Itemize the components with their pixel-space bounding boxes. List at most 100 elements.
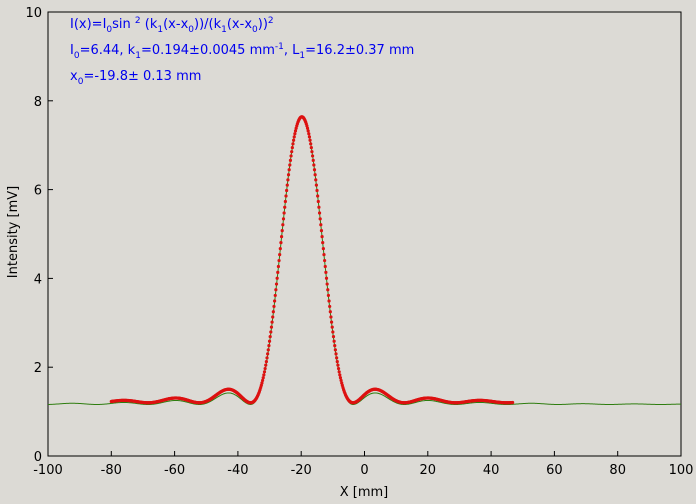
fit-point bbox=[334, 352, 338, 356]
x-tick-label: 100 bbox=[669, 463, 694, 478]
fit-point bbox=[266, 352, 270, 356]
fit-point bbox=[269, 325, 274, 329]
fit-point bbox=[286, 173, 291, 177]
x-tick-label: 40 bbox=[483, 463, 500, 478]
fit-point bbox=[272, 304, 276, 309]
fit-point bbox=[309, 142, 313, 146]
fit-point bbox=[338, 376, 343, 380]
fit-point bbox=[260, 378, 265, 383]
fit-point bbox=[278, 252, 282, 257]
fit-point bbox=[290, 150, 294, 154]
fit-point bbox=[271, 310, 275, 314]
fit-point bbox=[266, 348, 270, 352]
fit-point bbox=[281, 223, 285, 227]
fit-point bbox=[279, 241, 283, 245]
fit-point bbox=[285, 183, 289, 187]
fit-point bbox=[329, 315, 333, 319]
fit-point bbox=[317, 205, 321, 209]
y-axis-label: Intensity [mV] bbox=[6, 186, 21, 278]
fit-point bbox=[323, 264, 327, 269]
fit-point bbox=[267, 343, 271, 348]
fit-point bbox=[278, 247, 282, 251]
fit-point bbox=[339, 378, 343, 383]
fit-point bbox=[307, 132, 311, 136]
fit-point bbox=[335, 359, 339, 364]
fit-point bbox=[319, 223, 323, 227]
fit-point bbox=[283, 199, 287, 204]
fit-point bbox=[292, 135, 296, 139]
fit-point bbox=[322, 252, 326, 257]
fit-point bbox=[311, 158, 315, 162]
fit-point bbox=[291, 142, 295, 146]
fit-point bbox=[320, 235, 324, 239]
fit-point bbox=[332, 339, 336, 343]
x-tick-label: -60 bbox=[164, 463, 185, 478]
fit-point bbox=[292, 138, 296, 142]
x-axis-label: X [mm] bbox=[340, 485, 389, 500]
fit-point bbox=[273, 299, 277, 303]
offset-annotation: x0=-19.8± 0.13 mm bbox=[70, 69, 201, 87]
fit-point bbox=[307, 135, 312, 139]
fit-point bbox=[333, 348, 337, 352]
fit-point bbox=[328, 310, 332, 314]
fit-point bbox=[263, 366, 267, 371]
fit-point bbox=[270, 320, 274, 324]
fit-point bbox=[335, 356, 339, 360]
x-tick-label: 20 bbox=[420, 463, 437, 478]
fit-point bbox=[279, 235, 284, 239]
fit-point bbox=[323, 258, 327, 263]
fit-point bbox=[264, 363, 268, 367]
fit-point bbox=[328, 304, 332, 309]
fit-point bbox=[281, 217, 286, 221]
fit-point bbox=[321, 241, 325, 245]
measured-line bbox=[47, 115, 682, 406]
fit-point bbox=[262, 373, 266, 377]
fit-point bbox=[274, 282, 279, 286]
fit-point bbox=[329, 320, 334, 324]
y-tick-label: 0 bbox=[34, 450, 42, 465]
fit-point bbox=[318, 217, 322, 221]
fit-point bbox=[312, 163, 316, 167]
fit-point bbox=[314, 178, 318, 182]
x-tick-label: 80 bbox=[609, 463, 626, 478]
fit-point bbox=[338, 373, 342, 377]
fit-point bbox=[333, 343, 337, 348]
fit-point bbox=[288, 158, 293, 162]
fit-point bbox=[313, 173, 317, 177]
fit-point bbox=[262, 370, 267, 374]
y-tick-label: 2 bbox=[34, 361, 42, 376]
ticks: -100 -80 -60 -40 -20 0 20 40 60 80 100 0 2 4 6 8 10 bbox=[25, 6, 693, 478]
x-tick-label: -100 bbox=[33, 463, 63, 478]
fit-point bbox=[260, 381, 264, 385]
y-tick-label: 6 bbox=[34, 184, 42, 199]
fit-point bbox=[331, 330, 335, 334]
fit-point bbox=[277, 258, 281, 263]
fit-point bbox=[273, 293, 277, 298]
fit-point bbox=[336, 366, 341, 371]
fit-point bbox=[280, 229, 284, 233]
fit-point bbox=[289, 154, 293, 158]
x-tick-label: -80 bbox=[101, 463, 122, 478]
fit-point bbox=[326, 288, 330, 292]
fit-point bbox=[276, 264, 281, 269]
fit-point bbox=[310, 150, 314, 154]
fit-point bbox=[314, 183, 318, 187]
fit-point bbox=[309, 146, 313, 150]
fit-point bbox=[331, 335, 336, 339]
fit-point bbox=[312, 168, 317, 172]
fit-point bbox=[267, 339, 272, 343]
fit-point bbox=[274, 288, 278, 292]
fit-point bbox=[288, 163, 292, 167]
fit-point bbox=[265, 356, 269, 360]
y-tick-label: 10 bbox=[25, 6, 42, 21]
fit-point bbox=[268, 335, 272, 339]
fit-point bbox=[327, 299, 331, 303]
fit-point bbox=[315, 188, 319, 193]
fit-point bbox=[261, 376, 265, 380]
fit-point bbox=[275, 276, 279, 280]
fit-point bbox=[285, 188, 289, 193]
fit-point bbox=[317, 211, 322, 215]
fit-point bbox=[276, 270, 280, 274]
